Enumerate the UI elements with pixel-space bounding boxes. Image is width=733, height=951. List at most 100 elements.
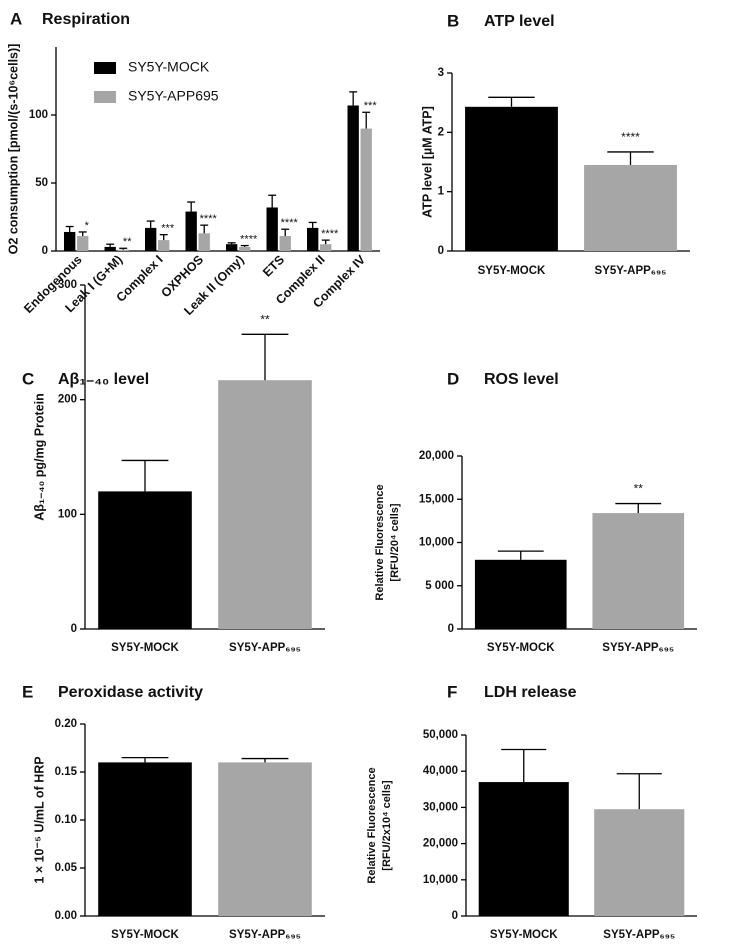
y-axis-label: ATP level [µM ATP]	[420, 106, 434, 218]
significance: ****	[281, 217, 299, 229]
legend-label: SY5Y-APP695	[128, 88, 219, 104]
bar	[307, 227, 319, 251]
y-tick-label: 20,000	[423, 838, 458, 850]
y-tick-label: 10,000	[419, 537, 454, 549]
panel-title: ROS level	[484, 371, 559, 388]
significance: ****	[621, 130, 640, 144]
y-tick-label: 40,000	[423, 765, 458, 777]
x-tick-label: SY5Y-MOCK	[111, 929, 179, 941]
significance: **	[634, 482, 644, 496]
y-tick-label: 300	[58, 279, 77, 291]
y-tick-label: 0	[448, 623, 454, 635]
y-axis-label: O2 consumption [pmol/(s-10⁶cells)]	[6, 44, 20, 255]
x-tick-label: SY5Y-MOCK	[478, 265, 546, 277]
bar	[198, 233, 210, 251]
panel-title: LDH release	[484, 684, 577, 701]
y-tick-label: 100	[58, 508, 77, 520]
panel-letter: F	[447, 682, 457, 701]
y-axis-label: Relative Fluorescence	[366, 767, 378, 883]
x-tick-label: SY5Y-APP₆₉₅	[229, 929, 301, 941]
significance: ****	[240, 233, 258, 245]
y-tick-label: 15,000	[419, 493, 454, 505]
legend-swatch	[94, 91, 116, 103]
bar	[584, 164, 677, 251]
y-tick-label: 3	[438, 67, 444, 79]
bar	[218, 380, 312, 629]
y-tick-label: 0	[452, 910, 458, 922]
panel-letter: B	[447, 11, 459, 30]
bar	[465, 106, 558, 251]
y-tick-label: 0	[438, 245, 444, 257]
bar	[266, 207, 278, 251]
panel-letter: D	[447, 369, 459, 388]
bar	[239, 246, 251, 251]
x-tick-label: SY5Y-APP₆₉₅	[603, 929, 675, 941]
y-axis-label: Aβ₁₋₄₀ pg/mg Protein	[32, 393, 46, 521]
bar	[104, 246, 116, 251]
bar	[77, 236, 89, 251]
significance: *	[85, 220, 90, 232]
bar	[98, 491, 192, 629]
y-tick-label: 0.15	[55, 766, 78, 778]
y-tick-label: 30,000	[423, 801, 458, 813]
bar	[185, 211, 197, 251]
y-tick-label: 0.00	[55, 910, 77, 922]
bar	[320, 244, 332, 251]
x-tick-label: SY5Y-APP₆₉₅	[602, 642, 674, 654]
significance: **	[260, 312, 270, 326]
bar	[145, 227, 157, 251]
bar	[592, 513, 685, 629]
x-tick-label: ETS	[260, 253, 287, 280]
panel-letter: E	[22, 682, 33, 701]
bar	[360, 128, 372, 251]
significance: ****	[321, 228, 339, 240]
y-tick-label: 100	[29, 109, 48, 121]
y-axis-label: [RFU/2x10⁴ cells]	[381, 780, 393, 871]
y-axis-label: [RFU/20⁴ cells]	[389, 503, 401, 582]
y-tick-label: 0.10	[55, 814, 77, 826]
y-tick-label: 0.20	[55, 718, 77, 730]
bar	[158, 240, 170, 251]
panel-title: ATP level	[484, 13, 555, 30]
bar	[98, 762, 192, 916]
y-axis-label: Relative Fluorescence	[374, 484, 386, 600]
bar	[474, 559, 567, 629]
significance: ***	[161, 223, 175, 235]
panel-title: Peroxidase activity	[58, 684, 203, 701]
y-tick-label: 20,000	[419, 450, 454, 462]
bar	[117, 249, 129, 251]
bar	[594, 809, 685, 916]
x-tick-label: SY5Y-APP₆₉₅	[595, 265, 667, 277]
significance: ***	[364, 100, 378, 112]
y-tick-label: 1	[438, 186, 445, 198]
y-tick-label: 50	[35, 177, 48, 189]
x-tick-label: SY5Y-MOCK	[490, 929, 558, 941]
panel-letter: C	[22, 369, 34, 388]
bar	[478, 782, 569, 916]
bar	[347, 105, 359, 251]
y-tick-label: 50,000	[423, 729, 458, 741]
y-tick-label: 0	[71, 623, 77, 635]
panel-letter: A	[10, 9, 22, 28]
bar	[279, 236, 291, 251]
y-tick-label: 2	[438, 126, 444, 138]
bar	[64, 231, 76, 251]
y-tick-label: 200	[58, 394, 77, 406]
significance: **	[123, 236, 132, 248]
legend-swatch	[94, 62, 116, 74]
bar	[226, 244, 238, 251]
y-tick-label: 10,000	[423, 874, 458, 886]
legend-label: SY5Y-MOCK	[128, 59, 210, 75]
significance: ****	[200, 213, 218, 225]
y-tick-label: 0	[42, 245, 48, 257]
panel-title: Respiration	[42, 11, 130, 28]
x-tick-label: SY5Y-MOCK	[487, 642, 555, 654]
x-tick-label: SY5Y-MOCK	[111, 642, 179, 654]
panel-title: Aβ₁₋₄₀ level	[58, 371, 149, 388]
x-tick-label: SY5Y-APP₆₉₅	[229, 642, 301, 654]
y-tick-label: 0.05	[55, 862, 78, 874]
bar	[218, 762, 312, 916]
y-axis-label: 1 × 10⁻⁵ U/mL of HRP	[32, 756, 46, 883]
y-tick-label: 5 000	[425, 580, 454, 592]
